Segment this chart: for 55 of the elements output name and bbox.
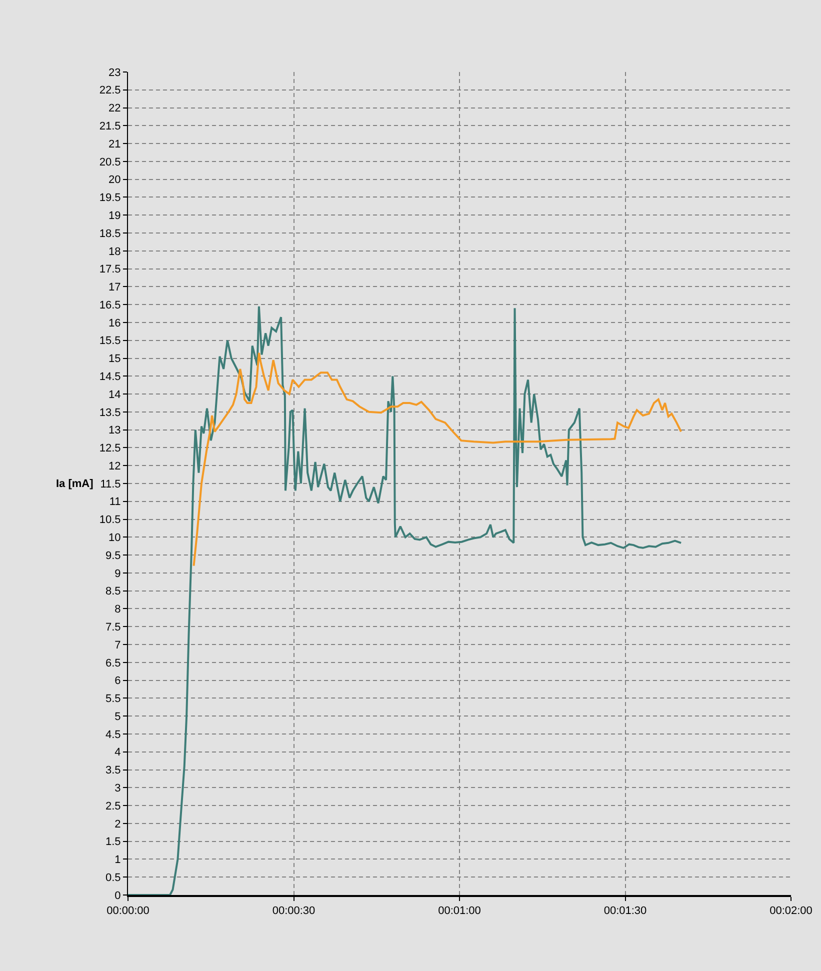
y-tick-label: 10	[108, 532, 121, 544]
y-tick-label: 19	[108, 210, 121, 222]
y-tick-label: 21	[108, 138, 121, 150]
y-tick-label: 1	[114, 854, 121, 866]
y-tick-label: 13	[108, 424, 121, 437]
y-tick-label: 15.5	[99, 335, 121, 348]
y-tick-label: 18.5	[99, 228, 121, 240]
y-tick-label: 5	[114, 710, 121, 723]
y-tick-label: 9	[114, 568, 121, 580]
line-series	[192, 352, 682, 567]
y-tick-label: 12	[108, 460, 121, 472]
x-tick-label: 00:01:30	[604, 905, 647, 918]
y-tick-label: 0.5	[106, 872, 121, 884]
y-tick-label: 22	[108, 102, 121, 115]
y-tick-label: 15	[108, 353, 121, 366]
y-tick-label: 17.5	[99, 264, 121, 276]
y-tick-label: 4	[114, 746, 121, 759]
y-tick-label: 8.5	[106, 586, 121, 598]
y-tick-label: 2	[114, 818, 121, 830]
y-tick-label: 6	[114, 675, 121, 688]
x-tick-label: 00:02:00	[770, 905, 812, 918]
y-tick-label: 7.5	[106, 621, 121, 634]
y-tick-label: 0	[114, 890, 121, 902]
line-series	[128, 305, 682, 895]
x-tick-label: 00:00:30	[272, 905, 316, 918]
y-tick-label: 22.5	[99, 84, 121, 97]
y-tick-label: 3	[114, 782, 121, 794]
y-axis-title: Ia [mA]	[56, 478, 94, 490]
y-tick-label: 9.5	[106, 550, 121, 562]
y-tick-label: 18	[108, 246, 121, 258]
y-tick-label: 23	[108, 66, 121, 79]
y-tick-label: 10.5	[99, 514, 121, 526]
y-tick-label: 14.5	[99, 371, 121, 383]
y-tick-label: 16.5	[99, 299, 121, 312]
y-tick-label: 19.5	[99, 192, 121, 204]
y-tick-label: 4.5	[106, 728, 121, 741]
y-tick-label: 2.5	[106, 800, 121, 812]
y-tick-label: 16	[108, 317, 121, 330]
y-tick-label: 13.5	[99, 406, 121, 419]
x-tick-label: 00:01:00	[438, 905, 481, 918]
y-tick-label: 6.5	[106, 657, 121, 670]
y-tick-label: 17	[108, 282, 121, 294]
y-tick-label: 3.5	[106, 764, 121, 777]
y-tick-label: 14	[108, 388, 121, 401]
y-tick-label: 20.5	[99, 156, 121, 168]
y-tick-label: 1.5	[106, 836, 121, 848]
y-tick-label: 12.5	[99, 442, 121, 455]
y-tick-label: 8	[114, 604, 121, 616]
y-tick-label: 11.5	[100, 478, 121, 490]
y-tick-label: 11	[109, 496, 121, 508]
y-tick-label: 7	[114, 639, 121, 652]
y-tick-label: 20	[108, 174, 121, 186]
x-tick-label: 00:00:00	[106, 905, 150, 918]
y-tick-label: 5.5	[106, 693, 121, 706]
y-tick-label: 21.5	[99, 120, 121, 133]
